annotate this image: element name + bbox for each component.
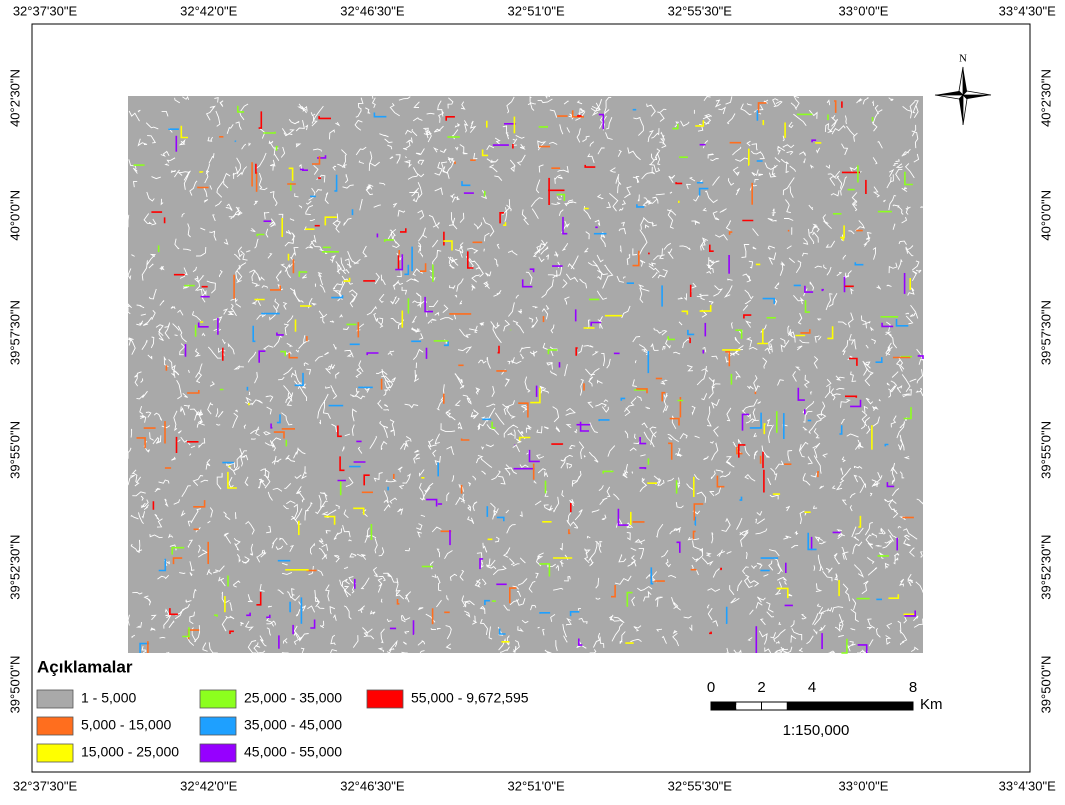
bottom-coordinate-label: 32°55'30"E xyxy=(668,778,733,793)
scale-ratio: 1:150,000 xyxy=(783,722,850,739)
bottom-coordinate-label: 33°0'0"E xyxy=(839,778,889,793)
legend-label: 55,000 - 9,672,595 xyxy=(411,690,529,706)
stream-segment xyxy=(222,348,223,360)
bottom-coordinate-label: 33°4'30"E xyxy=(999,778,1056,793)
stream-segment xyxy=(763,121,764,125)
stream-segment xyxy=(198,187,209,188)
stream-segment xyxy=(676,481,677,494)
legend-label: 35,000 - 45,000 xyxy=(244,717,342,733)
top-coordinate-label: 33°0'0"E xyxy=(839,3,889,18)
top-coordinate-label: 33°4'30"E xyxy=(999,3,1056,18)
legend-label: 1 - 5,000 xyxy=(81,690,136,706)
stream-segment xyxy=(311,196,316,197)
legend-swatch xyxy=(37,717,73,735)
bottom-coordinate-label: 32°46'30"E xyxy=(340,778,405,793)
left-coordinate-label: 40°2'30"N xyxy=(7,69,22,127)
legend-swatch xyxy=(37,690,73,708)
stream-segment xyxy=(727,607,728,624)
stream-segment xyxy=(551,444,562,445)
right-coordinate-label: 39°52'30"N xyxy=(1038,535,1053,600)
scale-unit: Km xyxy=(920,696,943,713)
left-coordinate-label: 39°52'30"N xyxy=(7,535,22,600)
right-coordinate-label: 40°0'0"N xyxy=(1038,190,1053,241)
left-coordinate-label: 39°55'0"N xyxy=(7,421,22,479)
bottom-coordinate-label: 32°51'0"E xyxy=(508,778,565,793)
left-coordinate-label: 39°57'30"N xyxy=(7,300,22,365)
north-label: N xyxy=(959,53,967,65)
legend-title: Açıklamalar xyxy=(37,657,133,676)
right-coordinate-label: 39°55'0"N xyxy=(1038,421,1053,479)
right-coordinate-label: 39°57'30"N xyxy=(1038,300,1053,365)
raster-background xyxy=(128,96,923,653)
bottom-coordinate-label: 32°37'30"E xyxy=(13,778,78,793)
legend-label: 5,000 - 15,000 xyxy=(81,717,172,733)
legend-swatch xyxy=(37,744,73,762)
right-coordinate-label: 39°50'0"N xyxy=(1038,656,1053,714)
legend-swatch xyxy=(200,744,236,762)
map-layout: N Açıklamalar 1:150,000 Km 32°37'30"E 32°… xyxy=(0,0,1065,805)
scale-bar-segment xyxy=(816,705,909,708)
stream-segment xyxy=(540,613,550,614)
stream-raster xyxy=(128,96,923,653)
legend-label: 45,000 - 55,000 xyxy=(244,744,342,760)
stream-segment xyxy=(485,191,486,196)
scale-tick-label: 4 xyxy=(808,679,816,696)
legend-swatch xyxy=(367,690,403,708)
scale-tick-label: 2 xyxy=(757,679,765,696)
top-coordinate-label: 32°51'0"E xyxy=(508,3,565,18)
top-coordinate-label: 32°46'30"E xyxy=(340,3,405,18)
top-coordinate-label: 32°37'30"E xyxy=(13,3,78,18)
right-coordinate-label: 40°2'30"N xyxy=(1038,69,1053,127)
scale-bar-segment xyxy=(711,702,736,710)
stream-segment xyxy=(648,483,657,484)
stream-segment xyxy=(414,620,415,634)
left-coordinate-label: 39°50'0"N xyxy=(7,656,22,714)
scale-bar-segment xyxy=(787,702,812,710)
legend-swatch xyxy=(200,690,236,708)
stream-segment xyxy=(473,242,482,243)
stream-segment xyxy=(426,348,427,358)
left-coordinate-label: 40°0'0"N xyxy=(7,190,22,241)
bottom-coordinate-label: 32°42'0"E xyxy=(180,778,237,793)
scale-bar-segment xyxy=(736,705,761,708)
scale-tick-label: 0 xyxy=(707,679,715,696)
legend-swatch xyxy=(200,717,236,735)
top-coordinate-label: 32°55'30"E xyxy=(668,3,733,18)
legend-label: 25,000 - 35,000 xyxy=(244,690,342,706)
stream-segment xyxy=(288,254,289,260)
legend-label: 15,000 - 25,000 xyxy=(81,744,179,760)
scale-tick-label: 8 xyxy=(909,679,917,696)
top-coordinate-label: 32°42'0"E xyxy=(180,3,237,18)
